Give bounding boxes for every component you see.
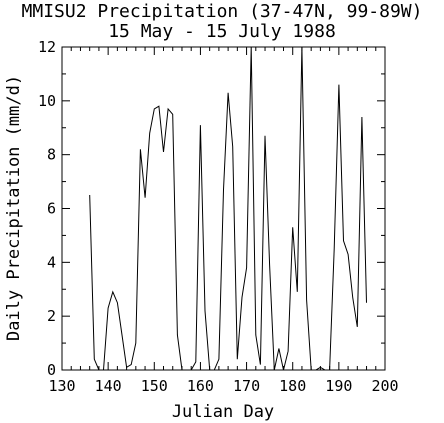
x-tick-label: 150 bbox=[141, 377, 168, 395]
x-tick-label: 140 bbox=[95, 377, 122, 395]
y-tick-label: 6 bbox=[47, 200, 56, 218]
axis-ticks bbox=[61, 46, 386, 371]
y-axis-label: Daily Precipitation (mm/d) bbox=[4, 75, 24, 341]
x-tick-label: 170 bbox=[233, 377, 260, 395]
y-tick-label: 10 bbox=[38, 92, 56, 110]
plot-frame bbox=[61, 46, 386, 371]
x-tick-label: 180 bbox=[279, 377, 306, 395]
y-tick-label: 4 bbox=[47, 253, 56, 271]
x-tick-label: 200 bbox=[371, 377, 398, 395]
precipitation-series-line bbox=[89, 46, 367, 371]
x-tick-label: 160 bbox=[187, 377, 214, 395]
x-tick-label: 190 bbox=[325, 377, 352, 395]
chart-title: MMISU2 Precipitation (37-47N, 99-89W) bbox=[22, 1, 423, 22]
chart-subtitle: 15 May - 15 July 1988 bbox=[108, 21, 336, 42]
y-tick-labels: 0 2 4 6 8 10 12 bbox=[38, 38, 56, 379]
y-tick-label: 0 bbox=[47, 361, 56, 379]
y-tick-label: 12 bbox=[38, 38, 56, 56]
x-tick-label: 130 bbox=[48, 377, 75, 395]
y-tick-label: 8 bbox=[47, 146, 56, 164]
x-axis-label: Julian Day bbox=[172, 402, 274, 422]
y-tick-label: 2 bbox=[47, 307, 56, 325]
x-tick-labels: 130 140 150 160 170 180 190 200 bbox=[48, 377, 398, 395]
